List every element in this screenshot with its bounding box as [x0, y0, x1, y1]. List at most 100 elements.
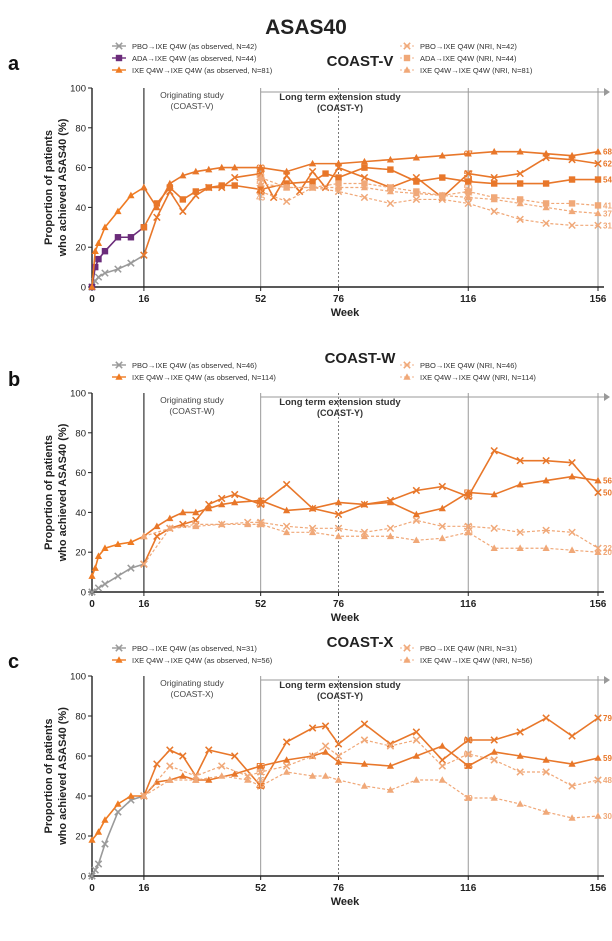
- data-label: 79: [603, 714, 612, 723]
- data-point: [516, 544, 524, 552]
- data-point: [412, 728, 421, 736]
- legend-marker: [115, 66, 123, 73]
- data-point: [153, 203, 161, 211]
- data-point: [218, 762, 226, 770]
- data-point: [542, 808, 550, 815]
- data-point: [386, 524, 395, 533]
- panel-letter: c: [8, 651, 19, 673]
- data-point: [594, 548, 602, 555]
- data-point: [387, 184, 394, 191]
- data-point: [283, 756, 291, 763]
- data-point: [594, 812, 602, 819]
- data-point: [386, 786, 395, 793]
- data-point: [542, 180, 550, 187]
- data-point: [114, 234, 122, 241]
- data-point: [386, 498, 395, 506]
- series-line: [143, 150, 599, 209]
- data-point: [282, 197, 291, 206]
- data-point: [179, 752, 187, 760]
- data-point: [308, 752, 317, 760]
- data-point: [153, 522, 161, 530]
- data-point: [360, 183, 369, 191]
- extension-study-label: Long term extension study: [279, 92, 401, 103]
- data-point: [386, 532, 395, 540]
- data-point: [230, 752, 239, 760]
- data-point: [412, 153, 420, 161]
- data-point: [218, 772, 226, 779]
- data-point: [192, 188, 199, 195]
- data-point: [166, 762, 174, 770]
- data-label: 55: [464, 762, 473, 771]
- data-point: [334, 776, 343, 783]
- data-point: [594, 176, 602, 183]
- data-point: [88, 283, 96, 290]
- x-tick-label: 16: [138, 599, 150, 610]
- x-tick-label: 116: [460, 294, 477, 305]
- data-point: [334, 510, 343, 519]
- data-point: [231, 163, 239, 171]
- data-point: [516, 480, 524, 488]
- y-tick-label: 60: [75, 468, 86, 479]
- data-point: [360, 157, 369, 165]
- data-point: [516, 215, 524, 224]
- x-tick-label: 52: [255, 599, 267, 610]
- data-point: [244, 776, 252, 783]
- series: [88, 792, 148, 880]
- data-point: [360, 720, 369, 728]
- data-point: [412, 189, 420, 197]
- data-point: [205, 776, 213, 783]
- series-line: [91, 795, 145, 877]
- legend: PBO→IXE Q4W (as observed, N=31) IXE Q4W→I…: [112, 644, 533, 665]
- data-point: [594, 488, 602, 497]
- data-point: [464, 488, 472, 496]
- y-axis-label: who achieved ASAS40 (%): [57, 707, 69, 846]
- series-line: [91, 563, 145, 593]
- data-point: [594, 159, 602, 168]
- data-label: 48: [603, 776, 612, 785]
- legend-label: PBO→IXE Q4W (as observed, N=46): [132, 361, 257, 370]
- data-point: [205, 746, 213, 754]
- data-point: [153, 532, 161, 541]
- data-point: [179, 196, 187, 203]
- data-point: [257, 186, 264, 193]
- data-point: [594, 147, 602, 155]
- series-line: [260, 186, 598, 226]
- x-axis-label: Week: [331, 896, 360, 908]
- data-point: [542, 456, 550, 465]
- legend-label: ADA→IXE Q4W (NRI, N=44): [420, 54, 517, 63]
- legend-marker: [115, 644, 123, 652]
- series: [257, 179, 602, 217]
- data-point: [386, 762, 395, 769]
- originating-study-sublabel: (COAST-X): [171, 689, 214, 699]
- data-label: 68: [603, 148, 612, 157]
- originating-study-label: Originating study: [160, 90, 225, 100]
- data-label: 54: [603, 176, 612, 185]
- legend-marker: [403, 361, 411, 369]
- legend-marker: [403, 54, 411, 62]
- data-point: [95, 255, 102, 263]
- data-label: 39: [464, 794, 473, 803]
- data-point: [490, 756, 498, 764]
- data-point: [542, 714, 550, 722]
- data-point: [321, 748, 330, 755]
- data-point: [179, 772, 187, 779]
- originating-study-sublabel: (COAST-V): [171, 101, 214, 111]
- legend-label: ADA→IXE Q4W (as observed, N=44): [132, 54, 257, 63]
- y-tick-label: 100: [70, 672, 86, 683]
- data-point: [438, 776, 446, 783]
- data-label: 52: [256, 180, 265, 189]
- y-axis-label: Proportion of patients: [43, 719, 55, 834]
- data-label: 50: [464, 184, 473, 193]
- figure-title: ASAS40: [265, 16, 347, 39]
- legend-label: IXE Q4W→IXE Q4W (NRI, N=56): [420, 656, 533, 665]
- data-point: [412, 536, 420, 544]
- data-point: [166, 524, 174, 532]
- data-point: [412, 195, 421, 204]
- data-point: [360, 173, 369, 182]
- data-point: [439, 174, 446, 181]
- x-axis-label: Week: [331, 307, 360, 319]
- data-point: [361, 164, 368, 171]
- data-point: [140, 224, 148, 231]
- data-point: [516, 768, 524, 776]
